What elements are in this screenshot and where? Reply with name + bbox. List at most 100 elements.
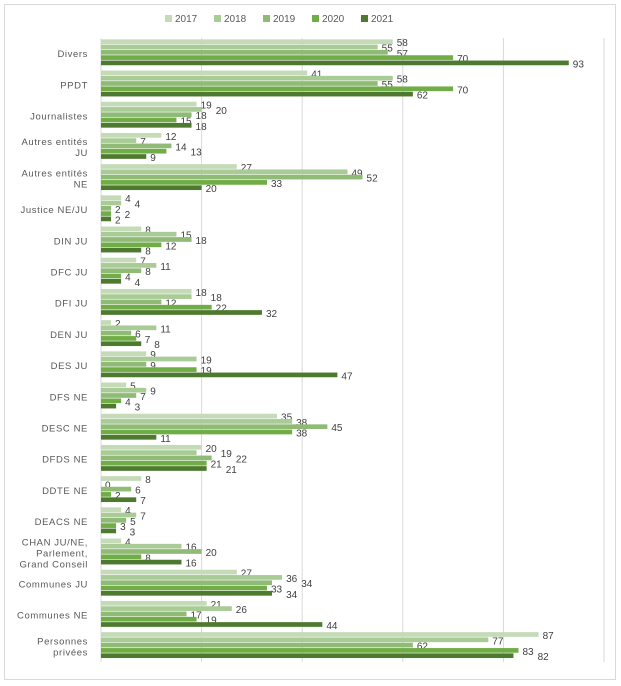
bar-2021 <box>101 434 157 440</box>
data-label: 12 <box>165 241 177 252</box>
bar-2017 <box>101 507 122 513</box>
data-label: 33 <box>271 179 283 190</box>
category-label: CHAN JU/NE, <box>22 537 88 548</box>
legend-swatch <box>263 15 270 22</box>
bar-2021 <box>101 91 413 97</box>
data-label: 4 <box>135 278 141 289</box>
bar-2017 <box>101 476 142 481</box>
bar-2021 <box>101 372 338 378</box>
bar-2018 <box>101 606 232 611</box>
bar-2018 <box>101 575 283 580</box>
data-label: 15 <box>180 231 192 242</box>
data-label: 20 <box>206 444 218 455</box>
data-label: 27 <box>241 163 253 174</box>
data-label: 7 <box>140 392 146 403</box>
bar-2018 <box>101 543 182 549</box>
data-label: 41 <box>311 69 323 80</box>
bar-2017 <box>101 413 278 419</box>
data-label: 18 <box>196 288 208 299</box>
bar-2021 <box>101 403 117 409</box>
data-label: 8 <box>145 225 151 236</box>
data-label: 19 <box>201 366 213 377</box>
data-label: 5 <box>130 517 136 528</box>
data-label: 7 <box>145 335 151 346</box>
bar-2018 <box>101 637 489 643</box>
data-label: 70 <box>457 54 469 65</box>
bar-2017 <box>101 132 162 138</box>
category-label: DES JU <box>51 361 88 372</box>
bar-2021 <box>101 278 122 284</box>
category-label: DFS NE <box>50 392 88 403</box>
bar-2020 <box>101 86 454 92</box>
bar-2019 <box>101 143 172 149</box>
bar-2019 <box>101 455 212 461</box>
data-label: 20 <box>206 548 218 559</box>
bar-2020 <box>101 117 177 123</box>
data-label: 19 <box>201 101 213 112</box>
data-label: 4 <box>125 194 131 205</box>
data-label: 7 <box>140 511 146 522</box>
bar-2021 <box>101 497 137 503</box>
data-label: 12 <box>165 132 177 143</box>
bar-2017 <box>101 257 137 263</box>
data-label: 70 <box>457 85 469 96</box>
bar-2019 <box>101 361 147 367</box>
data-label: 9 <box>150 387 156 398</box>
category-label: NE <box>74 179 88 190</box>
data-label: 6 <box>135 486 141 497</box>
bar-2017 <box>101 351 147 357</box>
category-label: Parlement, <box>36 548 88 559</box>
data-label: 15 <box>180 116 192 127</box>
bar-2017 <box>101 288 192 294</box>
data-label: 7 <box>140 496 146 507</box>
bar-2017 <box>101 101 197 107</box>
legend-label: 2021 <box>371 14 394 25</box>
data-label: 4 <box>125 537 131 548</box>
data-label: 58 <box>397 75 409 86</box>
bar-2019 <box>101 112 192 118</box>
bar-2017 <box>101 600 207 606</box>
bar-2018 <box>101 450 197 455</box>
legend-swatch <box>312 15 319 22</box>
data-label: 8 <box>145 553 151 564</box>
bar-2020 <box>101 242 162 248</box>
data-label: 62 <box>417 91 429 102</box>
chart-frame <box>4 4 616 680</box>
bar-2020 <box>101 429 293 435</box>
data-label: 83 <box>522 647 534 658</box>
category-label: privées <box>53 647 88 658</box>
bar-2017 <box>101 195 122 201</box>
bar-2020 <box>101 460 207 466</box>
bar-2020 <box>101 398 122 404</box>
data-label: 2 <box>125 210 131 221</box>
legend-label: 2018 <box>224 14 247 25</box>
legend-label: 2019 <box>273 14 296 25</box>
bar-2019 <box>101 517 127 523</box>
data-label: 35 <box>281 413 293 424</box>
data-label: 16 <box>185 559 197 570</box>
bar-2017 <box>101 444 202 450</box>
bar-2019 <box>101 330 132 336</box>
data-label: 55 <box>382 43 394 54</box>
bar-2021 <box>101 185 202 191</box>
data-label: 21 <box>211 460 223 471</box>
bar-2017 <box>101 164 237 169</box>
data-label: 8 <box>145 475 151 486</box>
data-label: 18 <box>196 122 208 133</box>
data-label: 49 <box>351 168 363 179</box>
data-label: 7 <box>140 257 146 268</box>
bar-2021 <box>101 247 142 253</box>
legend-swatch <box>361 15 368 22</box>
bar-2019 <box>101 81 378 86</box>
data-label: 8 <box>145 247 151 258</box>
category-label: Justice NE/JU <box>21 205 88 216</box>
data-label: 13 <box>191 148 203 159</box>
category-label: DEN JU <box>50 330 88 341</box>
data-label: 77 <box>492 636 504 647</box>
data-label: 47 <box>341 371 353 382</box>
data-label: 16 <box>185 543 197 554</box>
data-label: 19 <box>201 355 213 366</box>
data-label: 18 <box>196 111 208 122</box>
data-label: 18 <box>196 236 208 247</box>
bar-2017 <box>101 538 122 544</box>
